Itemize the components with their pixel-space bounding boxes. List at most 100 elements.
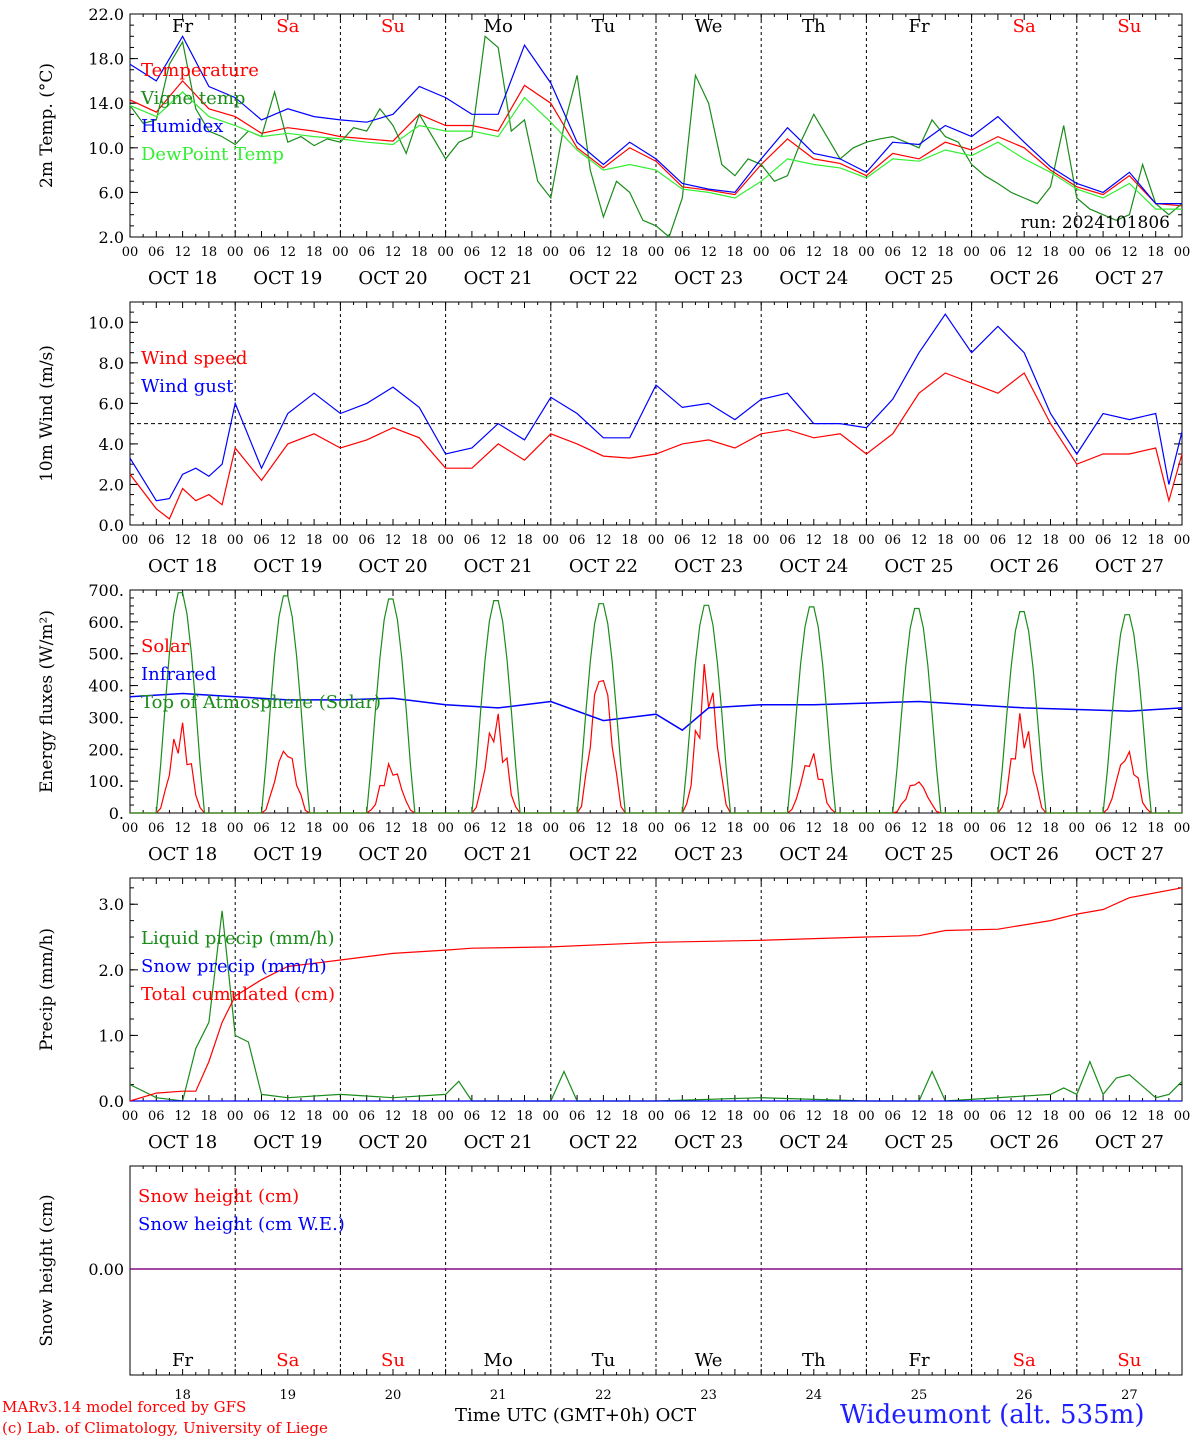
- series-wind-speed: [129, 372, 1183, 520]
- hour-tick-label: 18: [516, 821, 533, 836]
- date-label: OCT 23: [674, 844, 743, 865]
- series-total-cumulated-cm-: [129, 887, 1183, 1102]
- hour-tick-label: 00: [963, 821, 980, 836]
- hour-tick-label: 06: [358, 245, 375, 260]
- day-label: Fr: [172, 16, 193, 37]
- hour-tick-label: 18: [516, 245, 533, 260]
- hour-tick-label: 00: [332, 245, 349, 260]
- panel-1: 2.0 6.0 10.0 14.0 18.0 22.0 2m Temp. (°C) Tempe…: [37, 5, 1190, 289]
- legend-entry: Snow height (cm): [138, 1186, 299, 1207]
- hour-tick-label: 18: [201, 245, 218, 260]
- date-label: OCT 21: [464, 268, 533, 289]
- hour-tick-label: 06: [884, 821, 901, 836]
- day-label: Fr: [908, 1350, 929, 1371]
- day-number: 22: [595, 1388, 612, 1403]
- hour-tick-label: 18: [832, 1109, 849, 1124]
- date-label: OCT 20: [358, 844, 427, 865]
- hour-tick-label: 12: [1016, 245, 1033, 260]
- hour-tick-label: 00: [648, 821, 665, 836]
- series-infrared: [129, 692, 1183, 732]
- hour-tick-label: 12: [700, 821, 717, 836]
- hour-tick-label: 06: [569, 533, 586, 548]
- y-tick-label: 700.: [88, 581, 124, 600]
- hour-tick-label: 18: [1042, 821, 1059, 836]
- hour-tick-label: 00: [227, 1109, 244, 1124]
- hour-tick-label: 18: [937, 245, 954, 260]
- hour-tick-label: 18: [1147, 821, 1164, 836]
- date-label: OCT 21: [464, 1132, 533, 1153]
- hour-tick-label: 00: [437, 533, 454, 548]
- x-axis-label-text: Time UTC (GMT+0h): [455, 1405, 650, 1426]
- hour-tick-label: 12: [1121, 533, 1138, 548]
- hour-tick-label: 00: [648, 245, 665, 260]
- hour-tick-label: 00: [1069, 245, 1086, 260]
- hour-tick-label: 06: [884, 245, 901, 260]
- date-label: OCT 26: [990, 556, 1059, 577]
- hour-tick-label: 06: [990, 245, 1007, 260]
- hour-tick-label: 18: [621, 533, 638, 548]
- hour-tick-label: 06: [779, 821, 796, 836]
- hour-tick-label: 12: [490, 533, 507, 548]
- hour-tick-label: 12: [911, 1109, 928, 1124]
- hour-tick-label: 00: [437, 245, 454, 260]
- hour-tick-label: 06: [1095, 533, 1112, 548]
- y-tick-label: 10.0: [88, 139, 124, 158]
- date-label: OCT 26: [990, 844, 1059, 865]
- day-label: We: [695, 1350, 723, 1371]
- panel-5: 0.00 Snow height (cm) Snow height (cm) Snow…: [37, 1165, 1183, 1403]
- y-tick-label: 1.0: [99, 1026, 124, 1045]
- hour-tick-label: 18: [201, 533, 218, 548]
- y-axis-label: 10m Wind (m/s): [37, 345, 57, 482]
- legend-entry: Top of Atmosphere (Solar): [141, 692, 381, 713]
- date-label: OCT 21: [464, 556, 533, 577]
- y-tick-label: 100.: [88, 772, 124, 791]
- hour-tick-label: 18: [411, 533, 428, 548]
- hour-tick-label: 12: [385, 533, 402, 548]
- hour-tick-label: 00: [858, 821, 875, 836]
- date-label: OCT 19: [253, 1132, 322, 1153]
- day-label: Mo: [484, 1350, 513, 1371]
- y-tick-label: 10.0: [88, 313, 124, 332]
- legend-entry: Liquid precip (mm/h): [141, 928, 335, 949]
- hour-tick-label: 12: [595, 821, 612, 836]
- hour-tick-label: 18: [937, 1109, 954, 1124]
- date-label: OCT 22: [569, 556, 638, 577]
- y-axis-label: Snow height (cm): [37, 1194, 57, 1346]
- y-tick-label: 300.: [88, 708, 124, 727]
- hour-tick-label: 00: [1174, 245, 1191, 260]
- day-number: 24: [806, 1388, 823, 1403]
- day-label: Sa: [1013, 16, 1036, 37]
- credit-line-model: MARv3.14 model forced by GFS: [2, 1398, 247, 1416]
- day-label: Th: [802, 16, 826, 37]
- hour-tick-label: 00: [753, 245, 770, 260]
- hour-tick-label: 06: [148, 1109, 165, 1124]
- hour-tick-label: 12: [806, 245, 823, 260]
- hour-tick-label: 12: [490, 1109, 507, 1124]
- date-label: OCT 26: [990, 268, 1059, 289]
- legend-entry: Total cumulated (cm): [141, 984, 335, 1005]
- hour-tick-label: 12: [490, 821, 507, 836]
- hour-tick-label: 18: [411, 821, 428, 836]
- hour-tick-label: 06: [253, 533, 270, 548]
- date-label: OCT 18: [148, 844, 217, 865]
- series-temperature: [129, 79, 1183, 207]
- hour-tick-label: 12: [174, 245, 191, 260]
- hour-tick-label: 00: [1174, 533, 1191, 548]
- panel-frame: [129, 13, 1183, 238]
- hour-tick-label: 06: [464, 533, 481, 548]
- y-axis-label: Precip (mm/h): [37, 928, 57, 1051]
- day-label: Sa: [276, 16, 299, 37]
- hour-tick-label: 12: [385, 245, 402, 260]
- day-label: We: [695, 16, 723, 37]
- hour-tick-label: 00: [437, 821, 454, 836]
- day-label: Su: [381, 1350, 405, 1371]
- hour-tick-label: 12: [490, 245, 507, 260]
- day-number: 27: [1121, 1388, 1138, 1403]
- hour-tick-label: 00: [648, 1109, 665, 1124]
- date-label: OCT 27: [1095, 844, 1164, 865]
- date-label: OCT 19: [253, 556, 322, 577]
- hour-tick-label: 12: [1016, 533, 1033, 548]
- y-tick-label: 22.0: [88, 5, 124, 24]
- hour-tick-label: 00: [227, 245, 244, 260]
- day-label: Th: [802, 1350, 826, 1371]
